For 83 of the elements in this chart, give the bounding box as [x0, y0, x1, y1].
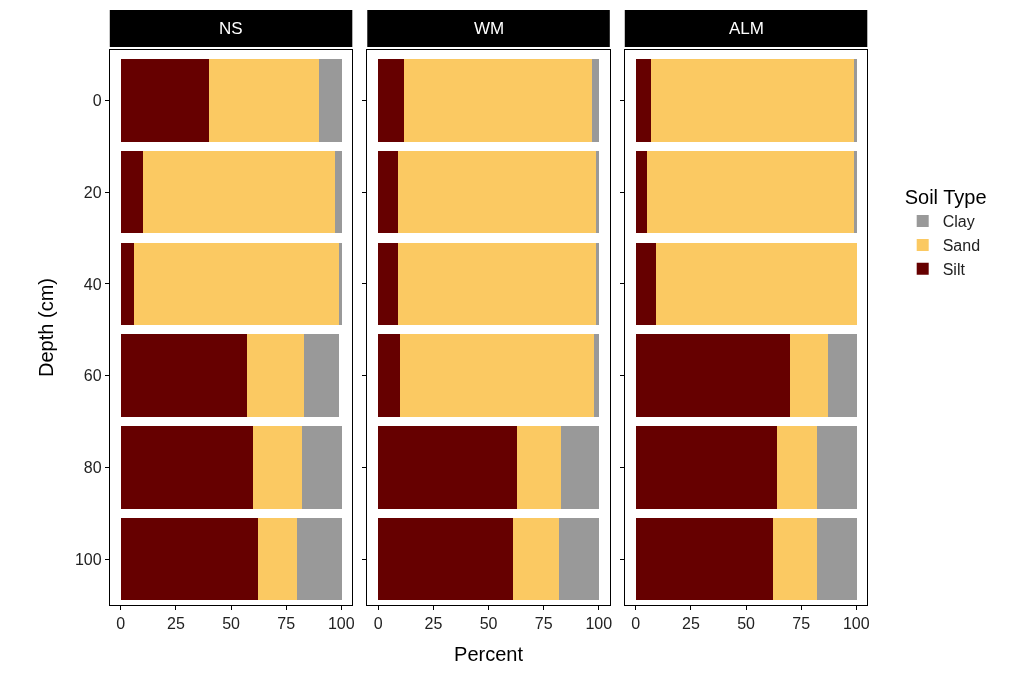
- bar: [635, 151, 647, 233]
- bar: [318, 59, 342, 142]
- bar: [398, 151, 597, 233]
- x-tick-label: 50: [737, 615, 756, 633]
- bar: [635, 243, 656, 325]
- x-tick-label: 100: [585, 615, 613, 633]
- bar: [827, 334, 857, 417]
- bar: [635, 59, 651, 142]
- bar: [400, 334, 595, 417]
- x-tick-label: 100: [327, 615, 355, 633]
- bar: [378, 243, 399, 325]
- bar: [334, 151, 342, 233]
- bar: [655, 243, 857, 325]
- bar: [559, 518, 600, 600]
- chart-title: NS: [219, 19, 243, 38]
- bar: [635, 518, 773, 600]
- y-axis-title: Depth (cm): [35, 278, 58, 377]
- x-tick-label: 100: [842, 615, 870, 633]
- bar: [594, 334, 600, 417]
- bar: [378, 59, 405, 142]
- x-tick-label: 75: [792, 615, 811, 633]
- y-tick-label: 20: [83, 183, 102, 201]
- bar: [513, 518, 560, 600]
- bar: [208, 59, 319, 142]
- bar: [816, 518, 857, 600]
- y-tick-label: 60: [83, 367, 102, 385]
- bar: [853, 59, 857, 142]
- bar: [378, 426, 518, 509]
- bar: [635, 334, 790, 417]
- legend-title: Soil Type: [904, 186, 987, 209]
- x-tick-label: 25: [424, 615, 443, 633]
- x-tick-label: 0: [631, 615, 641, 633]
- bar: [650, 59, 854, 142]
- x-axis-title: Percent: [454, 642, 524, 665]
- bar: [120, 334, 247, 417]
- bar: [378, 151, 399, 233]
- bar: [301, 426, 342, 509]
- x-tick-label: 0: [373, 615, 383, 633]
- y-tick-label: 100: [74, 550, 102, 568]
- bar: [517, 426, 562, 509]
- bar: [257, 518, 297, 600]
- legend-label: Silt: [942, 260, 966, 278]
- x-tick-label: 25: [167, 615, 185, 633]
- legend-label: Sand: [942, 237, 981, 255]
- bar: [378, 334, 401, 417]
- y-tick-label: 0: [92, 92, 102, 110]
- chart-title: ALM: [729, 19, 764, 38]
- x-tick-label: 25: [682, 615, 700, 633]
- legend-label: Clay: [942, 213, 975, 231]
- bar: [561, 426, 600, 509]
- x-tick-label: 50: [222, 615, 241, 633]
- bar: [776, 426, 817, 509]
- bar: [596, 151, 600, 233]
- bar: [303, 334, 339, 417]
- bar: [635, 426, 777, 509]
- bar: [252, 426, 302, 509]
- bar: [789, 334, 828, 417]
- bar: [592, 59, 600, 142]
- bar: [646, 151, 854, 233]
- bar: [296, 518, 342, 600]
- bar: [142, 151, 335, 233]
- bar: [772, 518, 817, 600]
- x-tick-label: 50: [479, 615, 498, 633]
- chart-title: WM: [474, 19, 505, 38]
- x-tick-label: 75: [534, 615, 553, 633]
- bar: [596, 243, 600, 325]
- x-tick-label: 0: [116, 615, 126, 633]
- bar: [404, 59, 593, 142]
- y-tick-label: 80: [83, 459, 102, 476]
- x-tick-label: 75: [277, 615, 296, 633]
- bar: [120, 151, 143, 233]
- bar: [120, 518, 258, 600]
- bar: [338, 243, 342, 325]
- bar: [398, 243, 597, 325]
- bar: [378, 518, 514, 600]
- bar: [120, 59, 209, 142]
- y-tick-label: 40: [83, 275, 102, 293]
- bar: [120, 243, 134, 325]
- bar: [133, 243, 339, 325]
- bar: [246, 334, 304, 417]
- bar: [120, 426, 253, 509]
- bar: [816, 426, 857, 509]
- bar: [853, 151, 857, 233]
